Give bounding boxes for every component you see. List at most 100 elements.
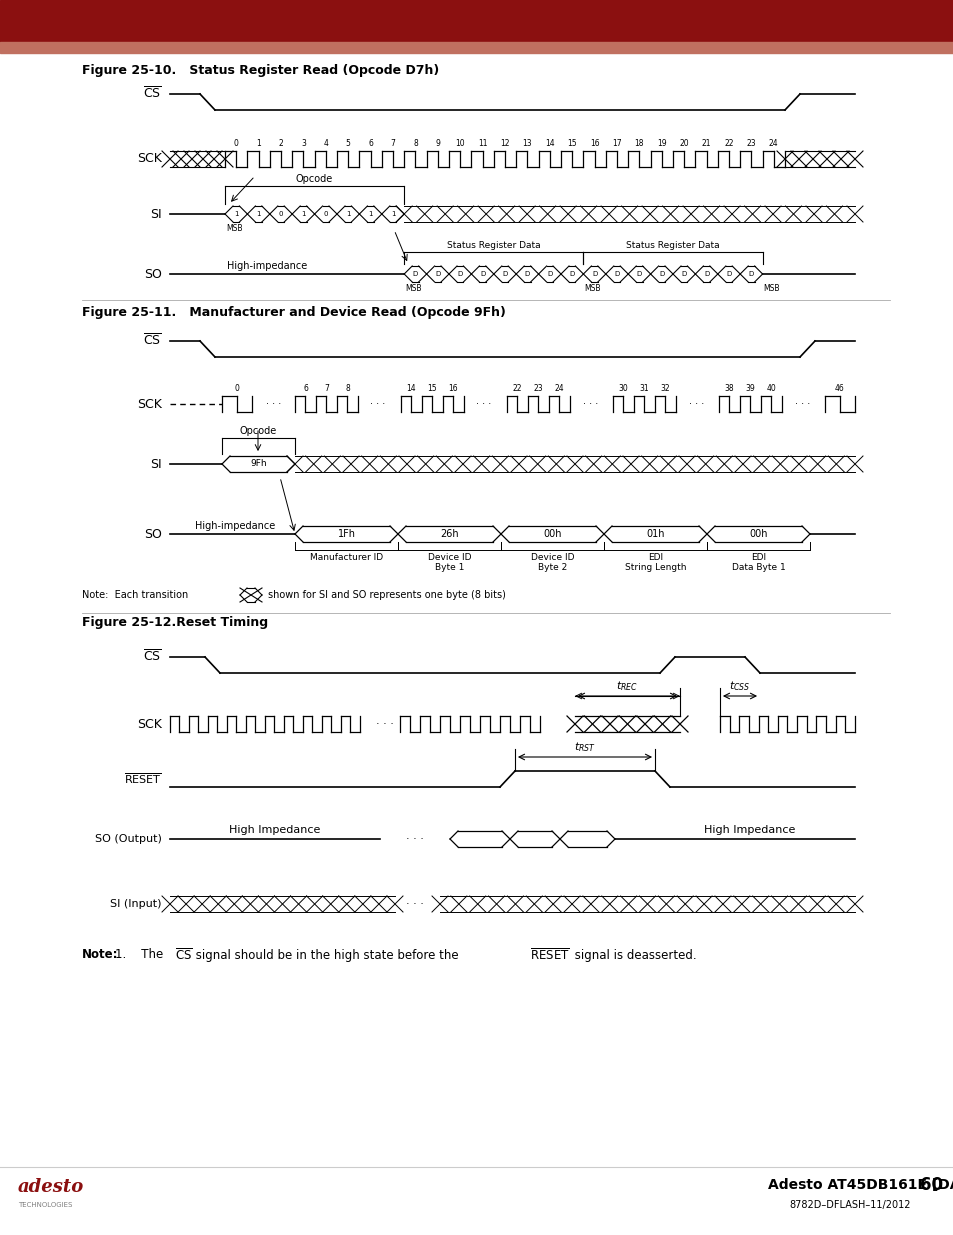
Text: 8: 8 [345, 384, 350, 393]
Text: $\overline{\mathrm{CS}}$: $\overline{\mathrm{CS}}$ [174, 947, 193, 963]
Text: 8782D–DFLASH–11/2012: 8782D–DFLASH–11/2012 [788, 1200, 910, 1210]
Text: SI (Input): SI (Input) [111, 899, 162, 909]
Text: 0: 0 [323, 211, 328, 217]
Text: 14: 14 [406, 384, 416, 393]
Text: SO: SO [144, 268, 162, 280]
Text: D: D [659, 270, 663, 277]
Text: Byte 1: Byte 1 [435, 563, 464, 572]
Bar [0, 0, 953, 42]
Text: High-impedance: High-impedance [194, 521, 274, 531]
Text: D: D [636, 270, 641, 277]
Text: · · ·: · · · [689, 399, 704, 409]
Text: D: D [614, 270, 619, 277]
Text: 16: 16 [448, 384, 457, 393]
Text: TECHNOLOGIES: TECHNOLOGIES [18, 1202, 72, 1208]
Text: MSB: MSB [762, 284, 780, 293]
Text: SCK: SCK [137, 152, 162, 165]
Text: 17: 17 [612, 140, 621, 148]
Text: $\overline{\mathrm{CS}}$: $\overline{\mathrm{CS}}$ [143, 650, 162, 664]
Text: Status Register Data: Status Register Data [447, 241, 540, 249]
Text: $t_{RST}$: $t_{RST}$ [574, 740, 596, 755]
Text: 23: 23 [533, 384, 543, 393]
Text: · · ·: · · · [406, 834, 423, 844]
Text: 1: 1 [391, 211, 395, 217]
Text: SCK: SCK [137, 718, 162, 730]
Text: 18: 18 [634, 140, 643, 148]
Text: D: D [725, 270, 731, 277]
Text: D: D [524, 270, 530, 277]
Text: D: D [479, 270, 485, 277]
Text: SCK: SCK [137, 398, 162, 410]
Text: 24: 24 [554, 384, 564, 393]
Text: 6: 6 [303, 384, 308, 393]
Text: Opcode: Opcode [295, 174, 333, 184]
Text: D: D [703, 270, 708, 277]
Text: D: D [592, 270, 597, 277]
Text: signal should be in the high state before the: signal should be in the high state befor… [192, 948, 462, 962]
Text: D: D [569, 270, 575, 277]
Text: signal is deasserted.: signal is deasserted. [571, 948, 696, 962]
Text: High Impedance: High Impedance [703, 825, 795, 835]
Text: 4: 4 [323, 140, 328, 148]
Text: · · ·: · · · [266, 399, 281, 409]
Bar [0, 42, 953, 53]
Text: 19: 19 [657, 140, 666, 148]
Text: SI: SI [151, 457, 162, 471]
Text: 15: 15 [567, 140, 577, 148]
Text: 20: 20 [679, 140, 688, 148]
Text: · · ·: · · · [476, 399, 491, 409]
Text: Device ID: Device ID [530, 553, 574, 562]
Text: 46: 46 [834, 384, 844, 393]
Text: 39: 39 [745, 384, 755, 393]
Text: D: D [457, 270, 462, 277]
Text: MSB: MSB [584, 284, 600, 293]
Text: 24: 24 [768, 140, 778, 148]
Text: $t_{REC}$: $t_{REC}$ [616, 679, 638, 693]
Text: SO: SO [144, 527, 162, 541]
Text: D: D [547, 270, 552, 277]
Text: 10: 10 [455, 140, 464, 148]
Text: 5: 5 [345, 140, 351, 148]
Text: 11: 11 [477, 140, 487, 148]
Text: 2: 2 [278, 140, 283, 148]
Text: 00h: 00h [748, 529, 767, 538]
Text: EDI: EDI [750, 553, 765, 562]
Text: $\overline{\mathrm{CS}}$: $\overline{\mathrm{CS}}$ [143, 86, 162, 101]
Text: 30: 30 [618, 384, 628, 393]
Text: $\overline{\mathrm{CS}}$: $\overline{\mathrm{CS}}$ [143, 333, 162, 348]
Text: shown for SI and SO represents one byte (8 bits): shown for SI and SO represents one byte … [268, 590, 505, 600]
Text: High Impedance: High Impedance [229, 825, 320, 835]
Text: Manufacturer ID: Manufacturer ID [310, 553, 383, 562]
Text: Note:  Each transition: Note: Each transition [82, 590, 188, 600]
Text: EDI: EDI [647, 553, 662, 562]
Text: 15: 15 [427, 384, 436, 393]
Text: Adesto AT45DB161E [DATASHEET]: Adesto AT45DB161E [DATASHEET] [767, 1178, 953, 1192]
Text: 7: 7 [324, 384, 329, 393]
Text: 1: 1 [256, 140, 261, 148]
Text: Figure 25-10.   Status Register Read (Opcode D7h): Figure 25-10. Status Register Read (Opco… [82, 64, 438, 77]
Text: 38: 38 [724, 384, 734, 393]
Text: 9Fh: 9Fh [250, 459, 267, 468]
Text: $\overline{\mathrm{RESET}}$: $\overline{\mathrm{RESET}}$ [124, 772, 162, 787]
Text: Status Register Data: Status Register Data [625, 241, 720, 249]
Text: 1: 1 [233, 211, 238, 217]
Text: $t_{CSS}$: $t_{CSS}$ [728, 679, 750, 693]
Text: Byte 2: Byte 2 [537, 563, 566, 572]
Text: · · ·: · · · [375, 719, 394, 729]
Text: Opcode: Opcode [239, 426, 276, 436]
Text: SI: SI [151, 207, 162, 221]
Text: 14: 14 [544, 140, 554, 148]
Text: 22: 22 [512, 384, 521, 393]
Text: 00h: 00h [542, 529, 561, 538]
Text: · · ·: · · · [370, 399, 385, 409]
Text: 0: 0 [233, 140, 238, 148]
Text: MSB: MSB [405, 284, 421, 293]
Text: 12: 12 [499, 140, 509, 148]
Text: 23: 23 [746, 140, 756, 148]
Text: 40: 40 [766, 384, 776, 393]
Text: D: D [435, 270, 440, 277]
Text: MSB: MSB [226, 224, 242, 233]
Text: Note:: Note: [82, 948, 118, 962]
Text: 31: 31 [639, 384, 649, 393]
Text: 16: 16 [589, 140, 598, 148]
